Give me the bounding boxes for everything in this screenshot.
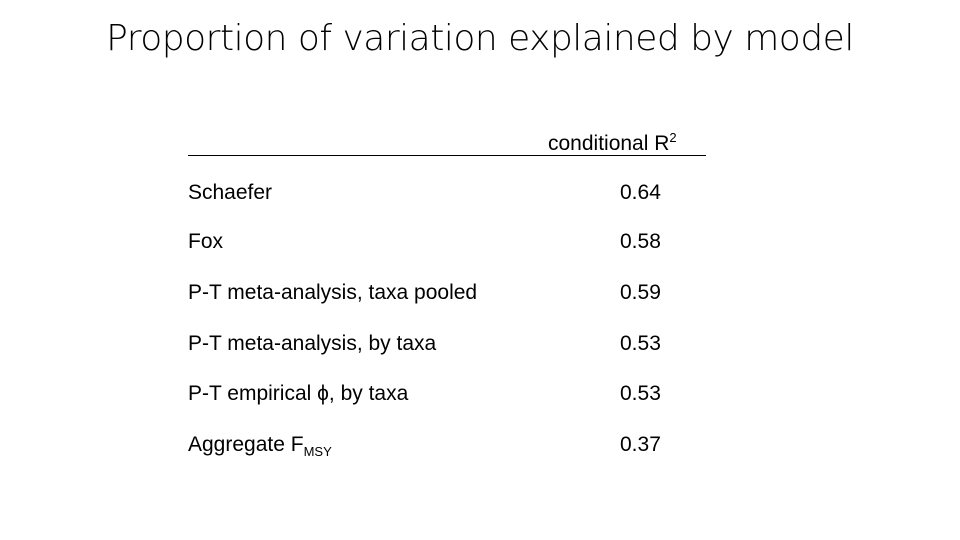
row-label-text: Schaefer <box>188 181 273 204</box>
row-value: 0.59 <box>620 281 661 304</box>
row-value: 0.58 <box>620 230 661 253</box>
row-label-text: Aggregate F <box>188 433 304 456</box>
row-value: 0.53 <box>620 382 661 405</box>
slide-title: Proportion of variation explained by mod… <box>106 18 854 59</box>
column-header: conditional R2 <box>548 130 677 156</box>
row-label-text: P-T meta-analysis, taxa pooled <box>188 281 478 304</box>
row-label: P-T empirical ϕ, by taxa <box>188 382 408 406</box>
row-label-text: P-T meta-analysis, by taxa <box>188 332 437 355</box>
row-value: 0.37 <box>620 433 661 456</box>
row-label: Aggregate FMSY <box>188 433 332 459</box>
row-label-text: P-T empirical ϕ, by taxa <box>188 382 409 405</box>
row-label: P-T meta-analysis, taxa pooled <box>188 281 477 305</box>
header-rule <box>188 155 706 156</box>
row-value: 0.53 <box>620 332 661 355</box>
row-label: P-T meta-analysis, by taxa <box>188 332 436 356</box>
row-label: Fox <box>188 230 223 254</box>
row-label: Schaefer <box>188 181 272 205</box>
row-label-subscript: MSY <box>303 444 332 460</box>
header-text: conditional R <box>548 132 670 155</box>
row-value: 0.64 <box>620 181 661 204</box>
header-superscript: 2 <box>669 130 677 145</box>
row-label-text: Fox <box>188 230 224 253</box>
